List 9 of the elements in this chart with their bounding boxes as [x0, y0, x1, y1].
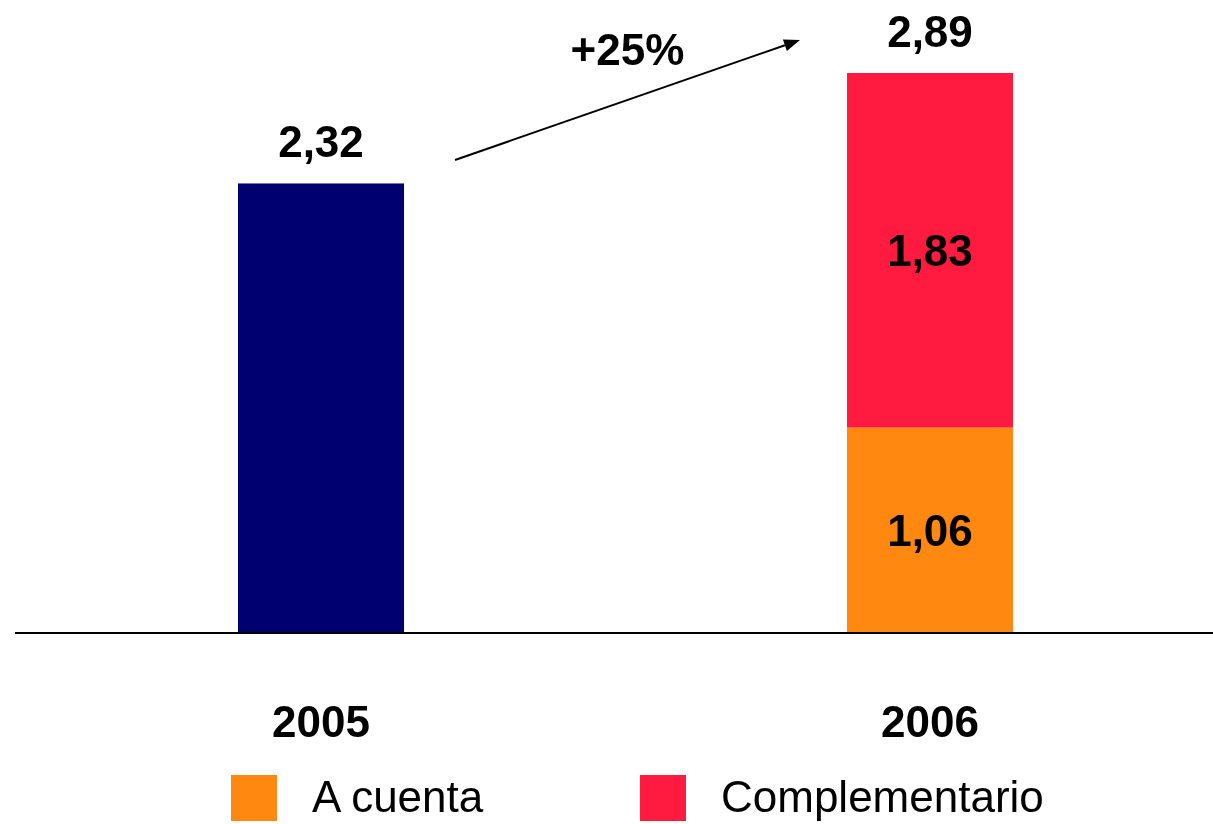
- total-label: 2,32: [278, 117, 364, 167]
- legend-label: Complementario: [721, 772, 1044, 821]
- data-label: 1,83: [887, 226, 973, 276]
- annotation: +25%: [570, 25, 685, 74]
- x-tick-label: 2006: [881, 697, 979, 746]
- x-tick-label: 2005: [272, 697, 370, 746]
- legend-label: A cuenta: [312, 772, 484, 821]
- total-label: 2,89: [887, 7, 973, 56]
- data-label: 1,06: [887, 506, 973, 556]
